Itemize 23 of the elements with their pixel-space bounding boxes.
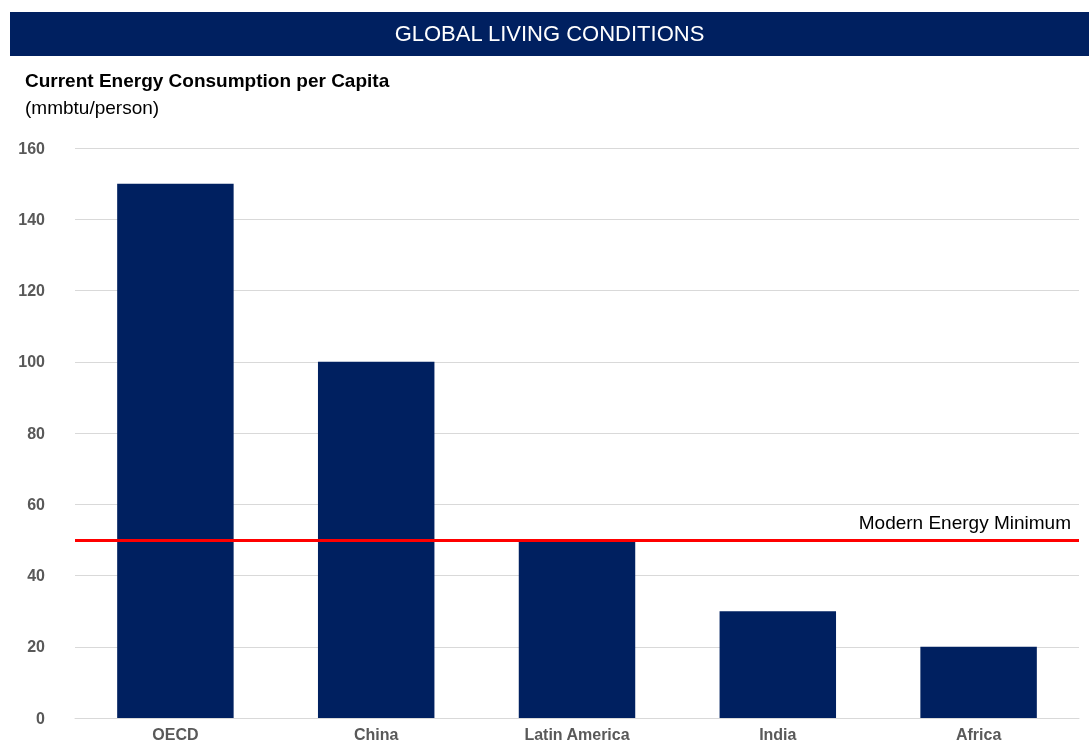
ref-line-label: Modern Energy Minimum [858,511,1071,533]
x-tick-label: India [759,725,797,743]
bar [518,539,636,718]
y-tick-label: 100 [18,353,46,371]
y-tick-label: 160 [18,139,46,157]
y-tick-label: 0 [36,709,46,727]
x-tick-label: Africa [955,725,1002,743]
y-axis-title: (mmbtu/person) [25,97,160,119]
y-tick-label: 60 [27,495,46,513]
y-tick-label: 20 [27,638,46,656]
chart-subtitle: Current Energy Consumption per Capita [25,70,390,92]
bar [920,646,1037,718]
chart-title: GLOBAL LIVING CONDITIONS [10,12,1089,56]
bar [317,361,435,718]
bar [719,611,837,718]
bar [117,183,234,718]
y-tick-label: 120 [18,282,46,299]
y-tick-label: 140 [18,210,46,228]
y-tick-label: 40 [27,567,46,584]
x-tick-label: China [353,725,399,743]
y-tick-label: 80 [27,424,46,442]
x-tick-label: OECD [152,725,199,743]
x-tick-label: Latin America [524,725,630,743]
